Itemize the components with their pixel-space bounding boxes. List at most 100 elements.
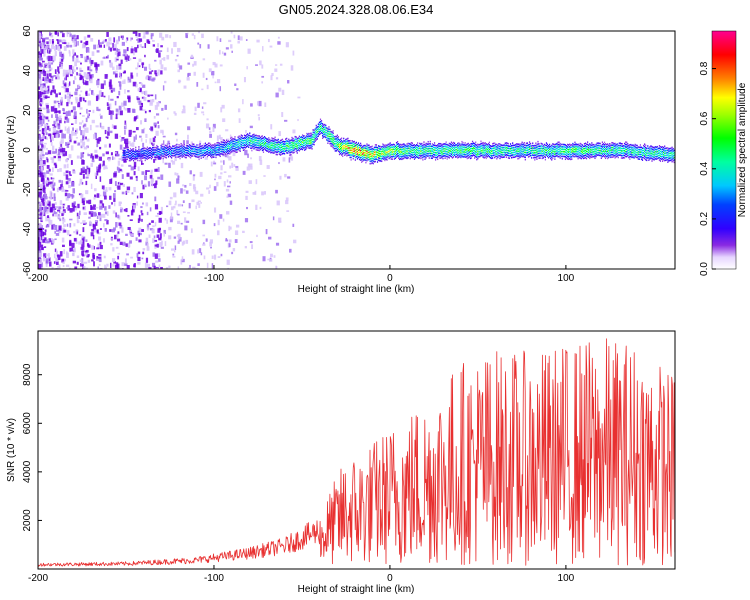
spectrogram-noise-cell [38, 241, 42, 248]
spectrogram-ridge-cell [165, 152, 167, 154]
spectrogram-noise-cell [49, 195, 53, 200]
spectrogram-ridge-cell [538, 157, 540, 159]
spectrogram-ridge-cell [425, 154, 427, 157]
spectrogram-ridge-cell [330, 140, 332, 142]
spectrogram-ridge-cell [329, 135, 331, 138]
spectrogram-noise-cell [42, 38, 46, 44]
spectrogram-ridge-cell [372, 158, 374, 160]
spectrogram-ridge-cell [323, 136, 325, 138]
spectrogram-ridge-cell [291, 136, 293, 139]
spectrogram-noise-cell [95, 95, 99, 102]
spectrogram-ridge-cell [133, 150, 135, 152]
spectrogram-noise-cell [214, 63, 218, 68]
spectrogram-ridge-cell [531, 152, 533, 154]
spectrogram-noise-cell [58, 225, 62, 231]
spectrogram-ridge-cell [316, 138, 318, 140]
spectrogram-ridge-cell [598, 147, 600, 149]
spectrogram-ridge-cell [370, 153, 372, 155]
spectrogram-ridge-cell [190, 149, 192, 152]
spectrogram-ridge-cell [578, 151, 580, 154]
spectrogram-noise-cell [111, 124, 114, 129]
spectrogram-ridge-cell [498, 142, 500, 145]
spectrogram-ridge-cell [584, 142, 587, 145]
spectrogram-ridge-cell [510, 156, 513, 159]
spectrogram-noise-cell [193, 71, 196, 76]
spectrogram-noise-cell [44, 63, 48, 68]
spectrogram-noise-cell [42, 160, 46, 165]
spectrogram-ridge-cell [141, 152, 143, 155]
spectrogram-ridge-cell [481, 149, 483, 152]
spectrogram-ridge-cell [308, 132, 310, 135]
spectrogram-noise-cell [191, 33, 195, 36]
spectrogram-noise-cell [136, 195, 139, 199]
spectrogram-ridge-cell [463, 146, 465, 148]
spectrogram-ridge-cell [600, 150, 602, 152]
spectrogram-noise-cell [42, 145, 46, 148]
spectrogram-noise-cell [60, 44, 62, 49]
spectrogram-noise-cell [52, 213, 54, 217]
spectrogram-ridge-cell [572, 150, 574, 152]
spectrogram-noise-cell [141, 257, 144, 260]
spectrogram-ridge-cell [353, 140, 355, 143]
spectrogram-ridge-cell [178, 148, 180, 151]
spectrogram-noise-cell [146, 211, 149, 216]
spectrogram-noise-cell [121, 41, 125, 46]
spectrogram-ridge-cell [225, 144, 228, 146]
spectrogram-ridge-cell [482, 141, 484, 144]
spectrogram-ridge-cell [364, 154, 366, 156]
spectrogram-ridge-cell [412, 144, 415, 147]
spectrogram-ridge-cell [335, 135, 337, 138]
spectrogram-noise-cell [59, 200, 63, 206]
spectrogram-ridge-cell [218, 144, 220, 147]
spectrogram-ridge-cell [459, 145, 461, 148]
spectrogram-ridge-cell [509, 145, 512, 148]
spectrogram-ridge-cell [521, 146, 523, 148]
spectrogram-ridge-cell [258, 135, 260, 137]
spectrogram-ridge-cell [220, 148, 222, 150]
spectrogram-ridge-cell [469, 155, 472, 157]
spectrogram-ridge-cell [393, 153, 396, 156]
spectrogram-noise-cell [62, 203, 65, 206]
spectrogram-ridge-cell [591, 144, 593, 147]
spectrogram-noise-cell [157, 176, 161, 180]
spectrogram-noise-cell [40, 141, 44, 144]
spectrogram-ridge-cell [135, 156, 137, 158]
spectrogram-noise-cell [149, 138, 152, 144]
spectrogram-noise-cell [115, 113, 118, 120]
spectrogram-ridge-cell [238, 147, 240, 149]
spectrogram-noise-cell [144, 110, 147, 114]
spectrogram-noise-cell [169, 35, 172, 39]
spectrogram-ridge-cell [413, 151, 416, 153]
spectrogram-ridge-cell [437, 153, 439, 156]
spectrogram-ridge-cell [268, 139, 270, 141]
spectrogram-noise-cell [123, 138, 126, 144]
spectrogram-ridge-cell [293, 144, 295, 147]
spectrogram-ridge-cell [514, 154, 516, 156]
spectrogram-ridge-cell [274, 146, 276, 148]
spectrogram-ridge-cell [196, 148, 198, 151]
spectrogram-ridge-cell [298, 147, 300, 150]
spectrogram-ridge-cell [158, 150, 160, 153]
spectrogram-ridge-cell [305, 136, 307, 139]
spectrogram-ridge-cell [309, 140, 311, 142]
spectrogram-ridge-cell [161, 150, 163, 153]
spectrogram-noise-cell [118, 63, 122, 67]
spectrogram-ridge-cell [274, 143, 276, 146]
spectrogram-ridge-cell [490, 157, 493, 160]
spectrogram-ridge-cell [356, 157, 359, 160]
spectrogram-noise-cell [73, 201, 76, 205]
spectrogram-noise-cell [128, 58, 132, 61]
spectrogram-noise-cell [111, 258, 116, 263]
spectrogram-ridge-cell [592, 148, 594, 151]
spectrogram-ridge-cell [594, 157, 596, 160]
spectrogram-ridge-cell [358, 146, 361, 149]
spectrogram-ridge-cell [440, 150, 442, 152]
spectrogram-ridge-cell [536, 155, 538, 158]
spectrogram-ridge-cell [206, 143, 209, 146]
spectrogram-ridge-cell [285, 140, 287, 143]
spectrogram-noise-cell [47, 215, 50, 218]
spectrogram-noise-cell [63, 229, 67, 233]
spectrogram-ridge-cell [346, 152, 348, 155]
spectrogram-ridge-cell [482, 156, 484, 158]
spectrogram-ridge-cell [268, 144, 270, 146]
